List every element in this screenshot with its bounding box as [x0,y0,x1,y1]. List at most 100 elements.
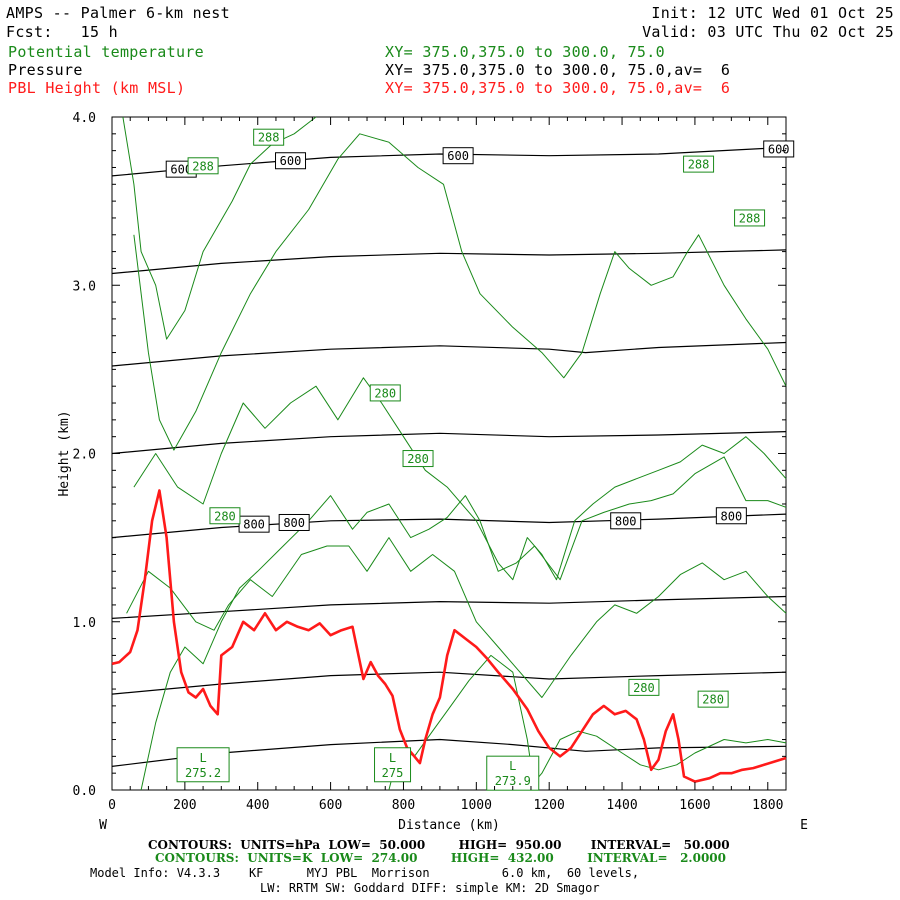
theta-label-3-box [734,209,766,227]
x-axis-title: Distance (km) [398,818,500,833]
x-tick-label-7: 1400 [606,798,637,813]
low-marker-value-2: 273.9 [495,774,531,788]
pbl-height-line [111,489,787,783]
forecast-hour: Fcst: 15 h [6,23,118,41]
pressure-contours [111,146,787,767]
x-tick-label-0: 0 [108,798,116,813]
y-tick-label-0: 0.0 [73,784,96,799]
pressure-contour-750 [111,431,787,455]
pressure-label-3-box [763,140,795,158]
pressure-label-5-box [278,513,310,531]
x-tick-label-1: 200 [173,798,196,813]
x-tick-label-8: 1600 [679,798,710,813]
pressure-label-7-text: 800 [721,509,743,523]
theta-label-8-box [697,690,729,708]
field-xy-pressure: XY= 375.0,375.0 to 300.0, 75.0,av= 6 [385,61,731,79]
theta-contours [122,116,787,791]
theta-label-3: 288 [734,209,766,227]
theta-label-6-box [209,507,241,525]
theta-label-8-text: 280 [702,693,724,707]
theta-label-4-box [369,384,401,402]
theta-label-1-box [187,157,219,175]
pressure-label-4-text: 800 [243,518,265,532]
axes: 0.0 1.0 2.0 3.0 4.0 0 200 400 600 800 1000 1200 1400… [57,111,808,833]
footer-theta-contours: CONTOURS: UNITS=K LOW= 274.00 HIGH= 432.… [155,851,726,865]
pressure-label-6: 800 [610,512,642,530]
theta-label-2-text: 288 [688,158,710,172]
theta-label-6-text: 280 [214,509,236,523]
pressure-contour-600 [111,146,787,177]
footer-pressure-contours: CONTOURS: UNITS=hPa LOW= 50.000 HIGH= 95… [148,838,730,852]
theta-label-7-text: 280 [633,681,655,695]
init-time: Init: 12 UTC Wed 01 Oct 25 [651,4,894,22]
theta-label-1-text: 288 [192,159,214,173]
theta-label-4: 280 [369,384,401,402]
theta-label-1: 288 [187,157,219,175]
field-name-pbl: PBL Height (km MSL) [8,79,186,97]
field-name-pressure: Pressure [8,61,83,79]
theta-label-5-box [402,450,434,468]
low-marker-letter-0: L [199,751,206,765]
theta-label-2-box [683,155,715,173]
x-tick-label-9: 1800 [752,798,783,813]
pressure-contour-650 [111,249,787,275]
field-xy-pbl: XY= 375.0,375.0 to 300.0, 75.0,av= 6 [385,79,731,97]
pressure-label-4: 800 [238,515,270,533]
low-marker-value-0: 275.2 [185,766,221,780]
theta-label-3-text: 288 [739,211,761,225]
theta-label-8: 280 [697,690,729,708]
field-xy-theta: XY= 375.0,375.0 to 300.0, 75.0 [385,43,665,61]
x-tick-label-4: 800 [392,798,415,813]
theta-label-5: 280 [402,450,434,468]
theta-label-4-text: 280 [374,386,396,400]
y-tick-label-4: 4.0 [73,111,96,126]
y-tick-label-2: 2.0 [73,448,96,463]
low-marker-letter-2: L [509,759,516,773]
theta-contour-3 [126,537,787,698]
footer-model-info: Model Info: V4.3.3 KF MYJ PBL Morrison 6… [90,866,640,880]
footer-physics-info: LW: RRTM SW: Goddard DIFF: simple KM: 2D… [260,881,600,895]
pressure-label-6-text: 800 [615,514,637,528]
field-name-theta: Potential temperature [8,43,204,61]
pressure-label-5: 800 [278,513,310,531]
y-tick-label-3: 3.0 [73,279,96,294]
theta-label-0-box [253,128,285,146]
theta-label-7-box [628,678,660,696]
theta-label-2: 288 [683,155,715,173]
pressure-label-2-text: 600 [447,149,469,163]
pressure-label-5-text: 800 [283,516,305,530]
theta-contour-2 [133,377,787,581]
pressure-label-7: 800 [715,507,747,525]
x-tick-label-5: 1000 [461,798,492,813]
x-tick-label-2: 400 [246,798,269,813]
low-marker-box-2 [486,755,540,791]
pressure-label-0-text: 600 [170,163,192,177]
x-tick-label-6: 1200 [534,798,565,813]
pressure-label-3-text: 600 [768,142,790,156]
pressure-label-2: 600 [442,147,474,165]
theta-contour-1 [133,133,787,451]
y-axis-title: Height (km) [57,410,72,496]
theta-contour-0 [122,116,317,340]
pressure-label-3: 600 [763,140,795,158]
pressure-label-7-box [715,507,747,525]
pressure-contour-700 [111,341,787,367]
theta-contour-4 [140,456,787,791]
theta-label-5-text: 280 [407,452,429,466]
pressure-label-2-box [442,147,474,165]
x-end-label-east: E [800,818,808,833]
plot-frame [111,116,787,791]
low-marker-box-0 [176,747,230,783]
theta-label-0-text: 288 [258,131,280,145]
pressure-label-6-box [610,512,642,530]
app-title: AMPS -- Palmer 6-km nest [6,4,230,22]
x-end-label-west: W [99,818,107,833]
pressure-label-1-text: 600 [280,154,302,168]
low-marker-letter-1: L [389,751,396,765]
pbl-height-series [111,489,787,783]
